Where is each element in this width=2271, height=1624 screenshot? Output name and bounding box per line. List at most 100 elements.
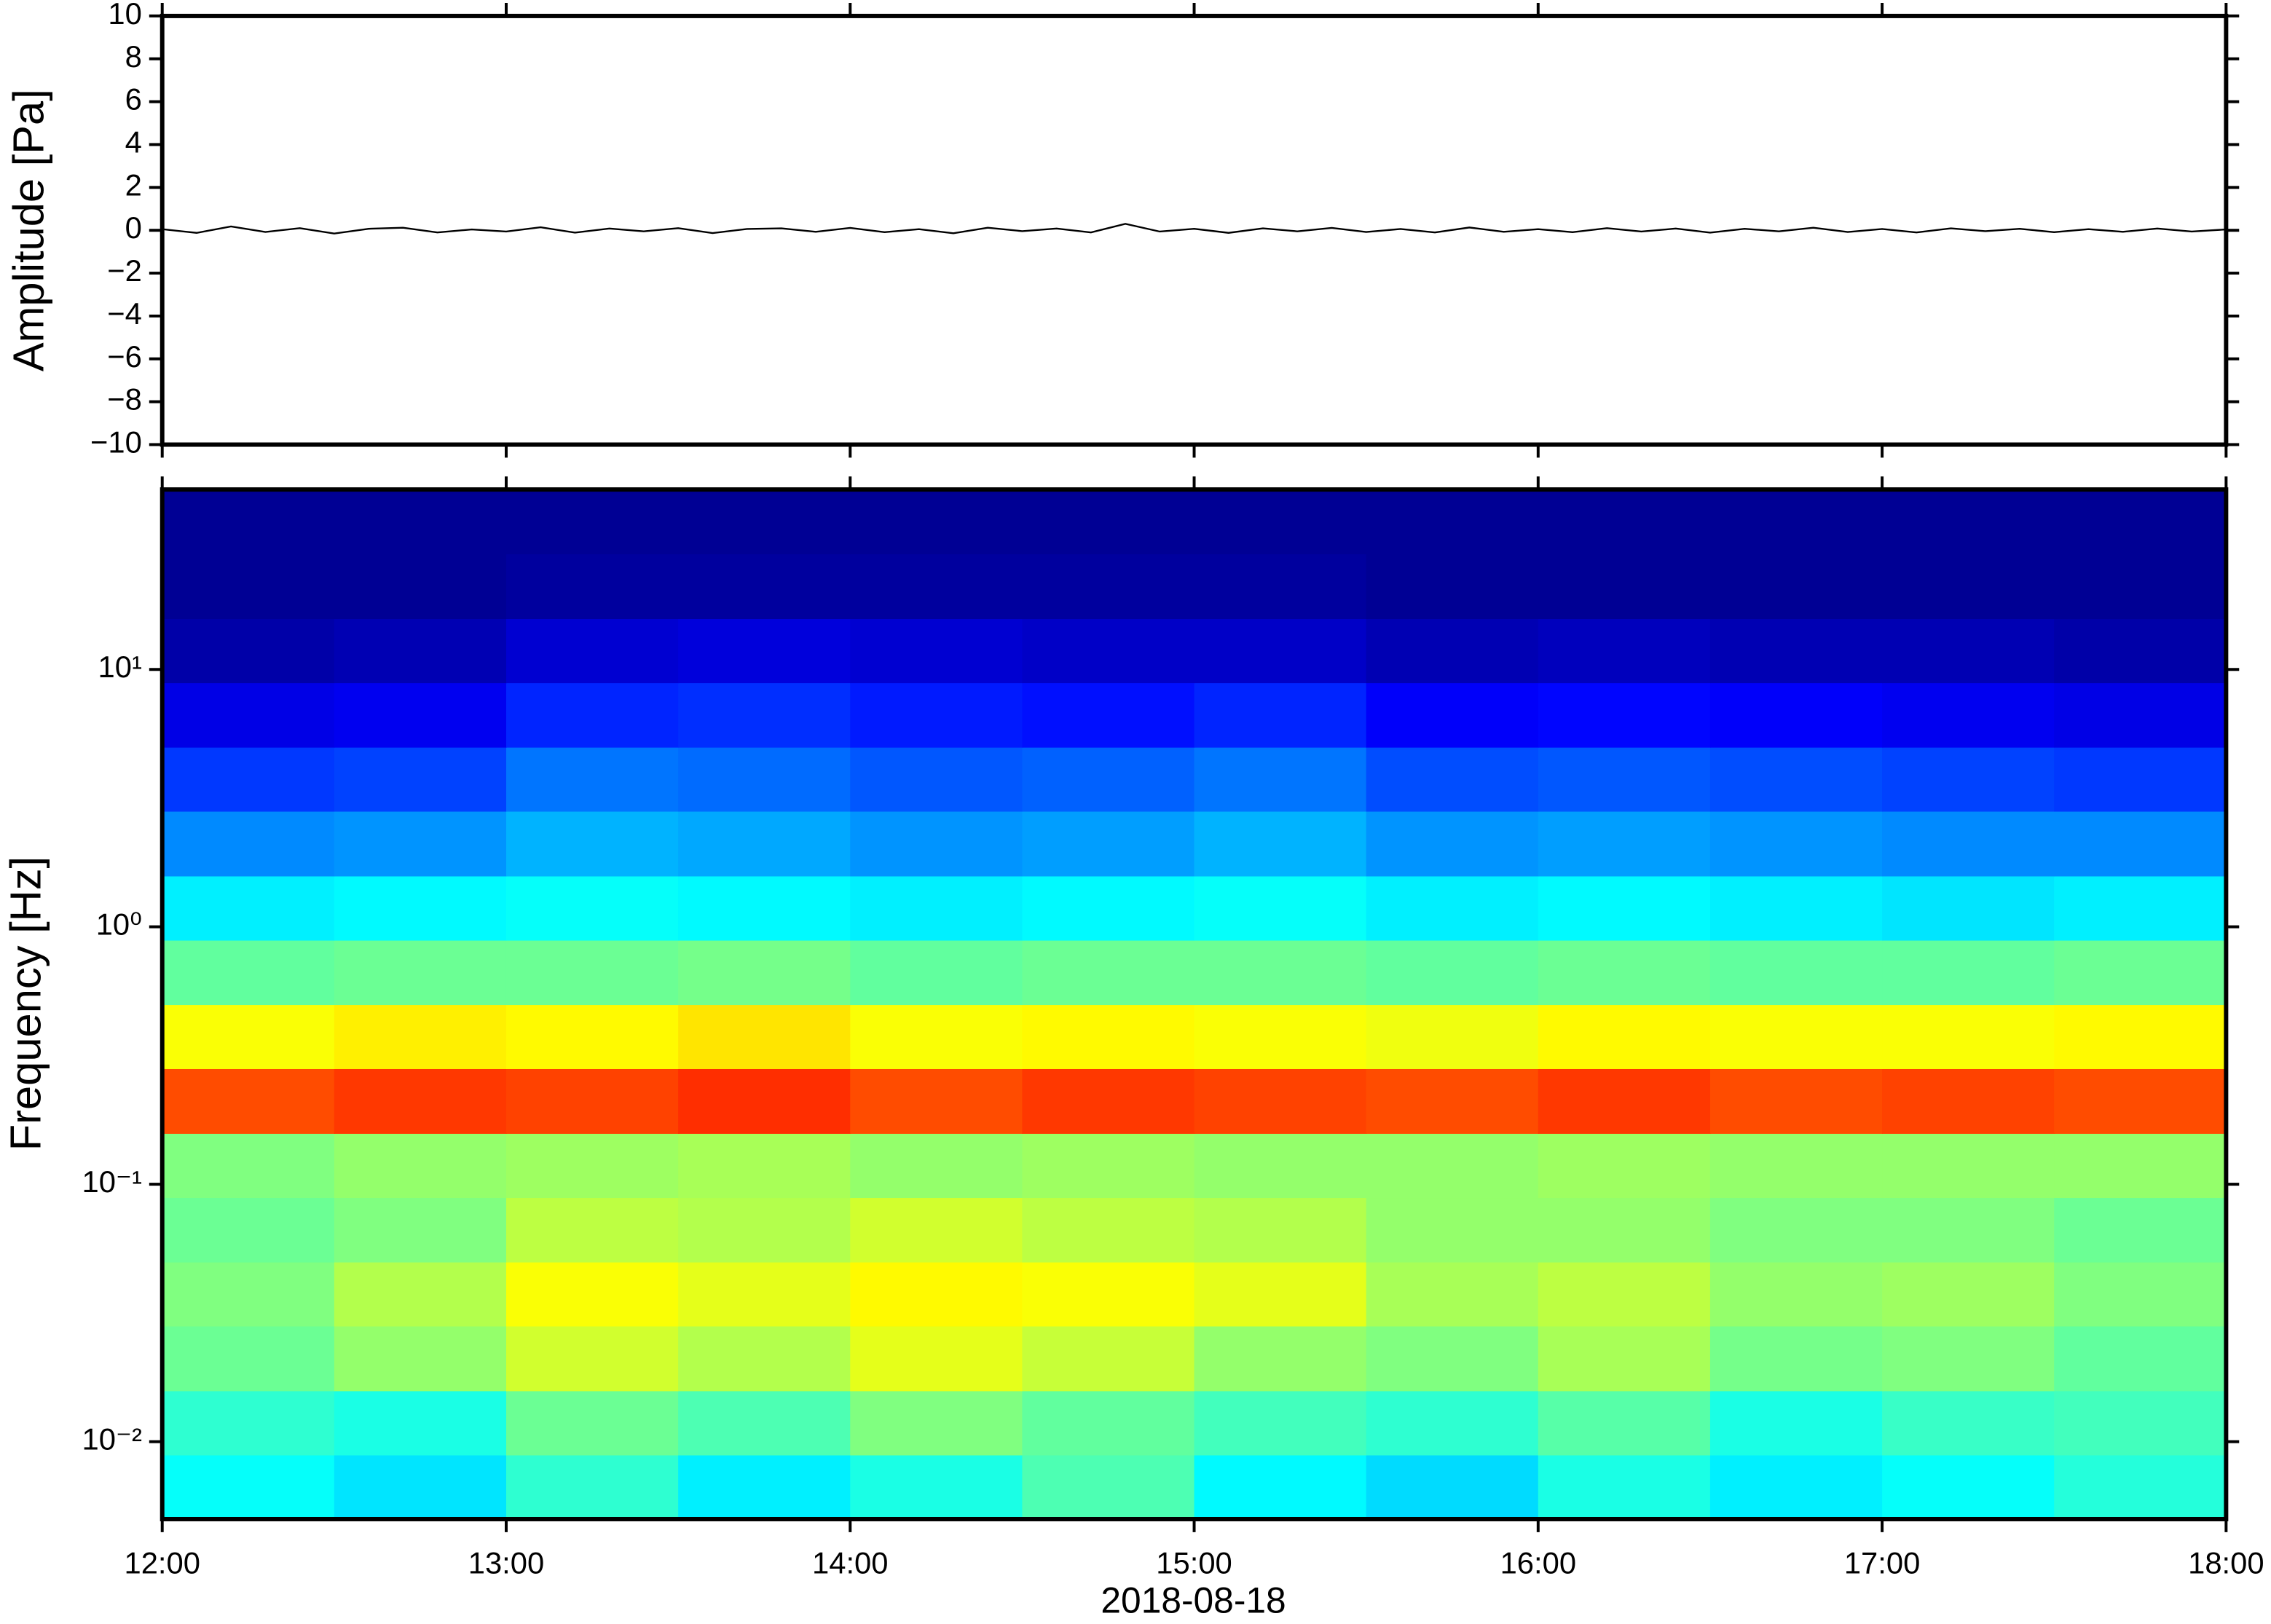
spectrogram-cell [678, 1261, 851, 1327]
spectrogram-cell [334, 811, 507, 877]
spectrogram-cell [1709, 1325, 1884, 1392]
spectrogram-cell [505, 1004, 680, 1069]
spectrogram-cell [678, 939, 851, 1006]
y-tick-label: −2 [107, 253, 142, 288]
spectrogram-cell [1882, 1004, 2055, 1069]
spectrogram-cell [334, 1068, 507, 1134]
spectrogram-cell [1882, 1197, 2055, 1263]
spectrogram-cell [1022, 1261, 1195, 1327]
spectrogram-cell [334, 1325, 507, 1392]
spectrogram-cell [334, 553, 507, 619]
y-tick-label: 10⁻² [82, 1422, 141, 1457]
spectrogram-cell [1366, 618, 1539, 684]
spectrogram-cell [1022, 489, 1195, 555]
spectrogram-cell [2054, 682, 2227, 748]
spectrogram-cell [1366, 1390, 1539, 1456]
spectrogram-cell [505, 939, 680, 1006]
spectrogram-cell [678, 811, 851, 877]
spectrogram-cell [1366, 1197, 1539, 1263]
spectrogram-cell [162, 1004, 335, 1069]
y-tick-label: −4 [107, 296, 142, 331]
spectrogram-cell [2054, 1454, 2227, 1520]
spectrogram-cell [1366, 1325, 1539, 1392]
spectrogram-cell [2054, 939, 2227, 1006]
spectrogram-cell [505, 1390, 680, 1456]
spectrogram-cell [1709, 1454, 1884, 1520]
spectrogram-cell [1194, 1132, 1367, 1199]
spectrogram-cell [1194, 1390, 1367, 1456]
spectrogram-cell [1194, 1004, 1367, 1069]
spectrogram-cell [162, 1068, 335, 1134]
spectrogram-cell [850, 1390, 1023, 1456]
spectrogram-cell [1194, 1068, 1367, 1134]
spectrogram-cell [850, 875, 1023, 941]
spectrogram-cell [1194, 1454, 1367, 1520]
spectrogram-cell [1709, 1004, 1884, 1069]
spectrogram-cell [1882, 811, 2055, 877]
spectrogram-cell [162, 1261, 335, 1327]
spectrogram-cell [678, 489, 851, 555]
spectrogram-cell [1538, 1068, 1711, 1134]
spectrogram-cell [1022, 1197, 1195, 1263]
spectrogram-cell [1709, 811, 1884, 877]
spectrogram-cell [1022, 553, 1195, 619]
y-axis-label: Frequency [Hz] [1, 856, 50, 1151]
spectrogram-cell [850, 1132, 1023, 1199]
y-tick-label: 4 [125, 125, 142, 159]
spectrogram-cell [1366, 939, 1539, 1006]
y-axis-label: Amplitude [Pa] [4, 89, 52, 371]
spectrogram-cell [2054, 618, 2227, 684]
spectrogram-cell [850, 1004, 1023, 1069]
spectrogram-cell [1538, 1390, 1711, 1456]
spectrogram-cell [850, 1261, 1023, 1327]
spectrogram-cell [162, 489, 335, 555]
spectrogram-cell [1538, 553, 1711, 619]
spectrogram-cell [2054, 1197, 2227, 1263]
spectrogram-cell [1366, 1261, 1539, 1327]
spectrogram-cell [1366, 875, 1539, 941]
spectrogram-cell [850, 1197, 1023, 1263]
spectrogram-cell [1538, 1325, 1711, 1392]
spectrogram-cell [505, 811, 680, 877]
spectrogram-cell [1882, 1390, 2055, 1456]
spectrogram-cell [505, 1197, 680, 1263]
spectrogram-cell [162, 811, 335, 877]
spectrogram-cell [1194, 1197, 1367, 1263]
spectrogram-cell [2054, 1325, 2227, 1392]
spectrogram-cell [505, 1132, 680, 1199]
spectrogram-cell [334, 1261, 507, 1327]
spectrogram-cell [1538, 1454, 1711, 1520]
spectrogram-cell [678, 682, 851, 748]
spectrogram-cell [1366, 1068, 1539, 1134]
spectrogram-cell [1366, 811, 1539, 877]
spectrogram-cell [678, 1132, 851, 1199]
y-tick-label: −8 [107, 382, 142, 417]
x-tick-label: 12:00 [124, 1546, 200, 1580]
spectrogram-cell [505, 618, 680, 684]
spectrogram-cell [850, 1454, 1023, 1520]
spectrogram-cell [1538, 939, 1711, 1006]
spectrogram-cell [1709, 1390, 1884, 1456]
spectrogram-cell [505, 746, 680, 812]
y-tick-label: 10¹ [98, 650, 142, 684]
spectrogram-cell [1194, 682, 1367, 748]
x-tick-label: 18:00 [2188, 1546, 2264, 1580]
spectrogram-cell [1538, 875, 1711, 941]
spectrogram-cell [1709, 1132, 1884, 1199]
spectrogram-cell [1709, 1197, 1884, 1263]
spectrogram-cell [162, 1132, 335, 1199]
spectrogram-cell [162, 618, 335, 684]
spectrogram-cell [1194, 489, 1367, 555]
spectrogram-cell [850, 746, 1023, 812]
spectrogram-cell [1538, 746, 1711, 812]
spectrogram-cell [1538, 811, 1711, 877]
spectrogram-cell [1022, 811, 1195, 877]
spectrogram-cell [678, 1068, 851, 1134]
spectrogram-cell [1882, 939, 2055, 1006]
y-tick-label: 10⁻¹ [82, 1164, 141, 1199]
y-tick-label: 10 [108, 0, 141, 31]
spectrogram-cell [1194, 875, 1367, 941]
spectrogram-cell [1709, 553, 1884, 619]
